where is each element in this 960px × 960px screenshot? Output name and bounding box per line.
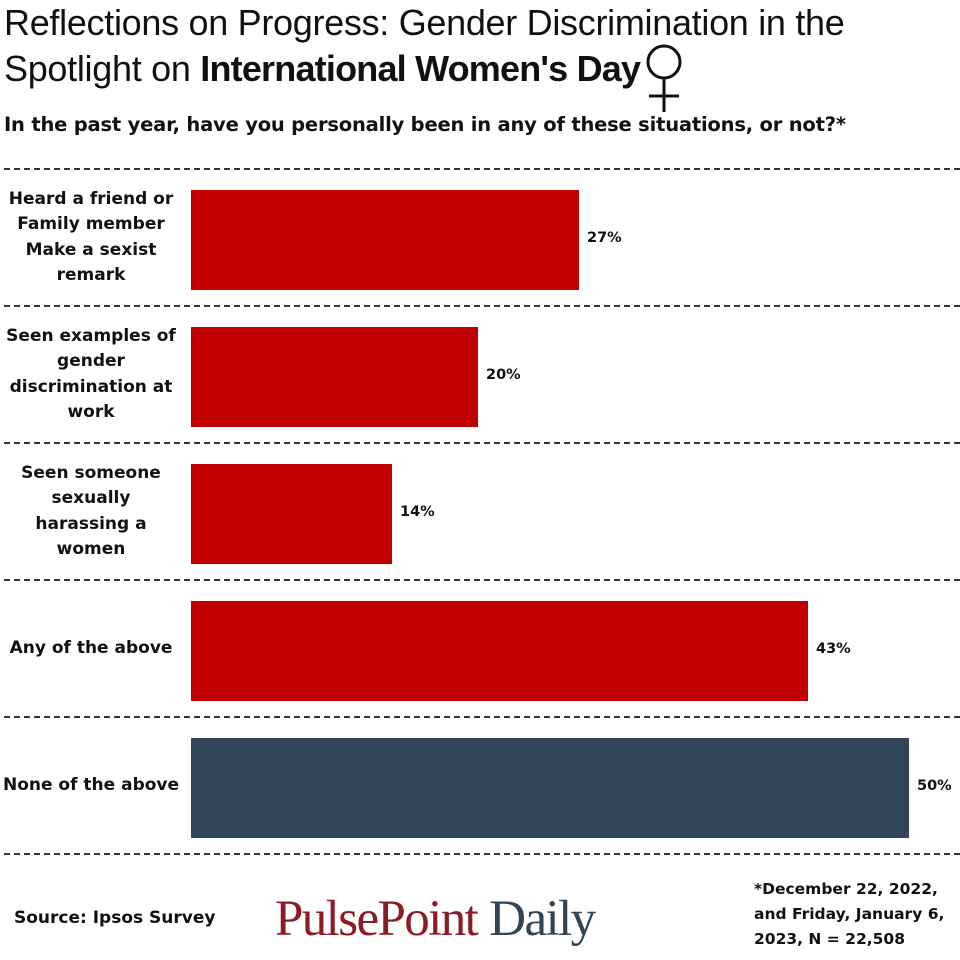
value-label: 20% bbox=[486, 367, 521, 383]
value-label: 27% bbox=[587, 230, 622, 246]
value-label: 43% bbox=[816, 641, 851, 657]
survey-footnote: *December 22, 2022, and Friday, January … bbox=[754, 880, 945, 948]
row-divider bbox=[4, 442, 960, 444]
value-label: 14% bbox=[400, 504, 435, 520]
value-label: 50% bbox=[917, 778, 952, 794]
title-text: Reflections on Progress: Gender Discrimi… bbox=[4, 2, 845, 89]
bar bbox=[191, 738, 909, 838]
chart-subtitle: In the past year, have you personally be… bbox=[4, 113, 846, 136]
bar bbox=[191, 464, 392, 564]
chart-title: Reflections on Progress: Gender Discrimi… bbox=[4, 0, 960, 125]
brand-logo: PulsePoint Daily bbox=[275, 889, 596, 949]
row-divider bbox=[4, 716, 960, 718]
row-divider bbox=[4, 579, 960, 581]
row-divider bbox=[4, 305, 960, 307]
category-label: Seen someone sexually harassing a women bbox=[21, 462, 161, 560]
row-divider bbox=[4, 168, 960, 170]
bar bbox=[191, 601, 808, 701]
category-label: Heard a friend or Family member Make a s… bbox=[8, 188, 174, 286]
source-note: Source: Ipsos Survey bbox=[14, 908, 216, 928]
title-bold-text: International Women's Day bbox=[200, 48, 641, 89]
category-label: None of the above bbox=[2, 774, 180, 795]
bar bbox=[191, 190, 579, 290]
bar bbox=[191, 327, 478, 427]
brand-name-part1: PulsePoint bbox=[275, 891, 479, 947]
row-divider bbox=[4, 853, 960, 855]
category-label: Any of the above bbox=[9, 637, 173, 658]
category-label: Seen examples of gender discrimination a… bbox=[6, 325, 176, 423]
brand-name-part2: Daily bbox=[489, 891, 596, 947]
venus-icon bbox=[642, 42, 686, 125]
